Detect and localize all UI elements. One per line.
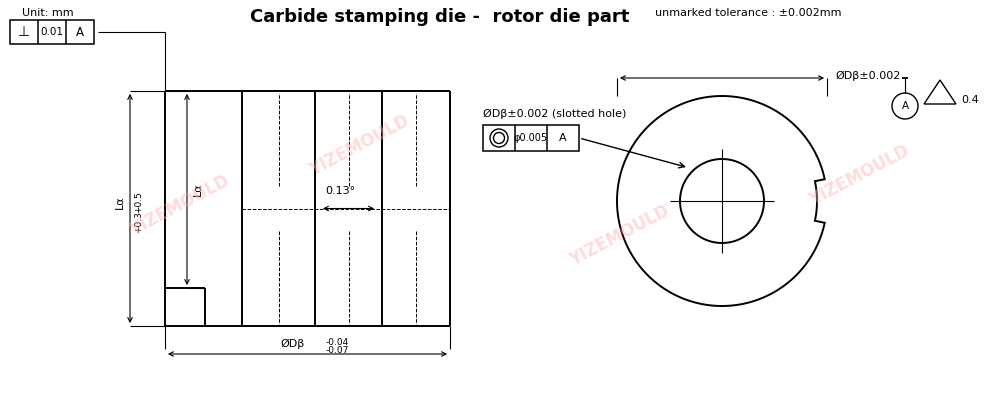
Text: +0.5: +0.5 — [134, 192, 143, 213]
Text: A: A — [76, 25, 84, 38]
Text: Unit: mm: Unit: mm — [22, 8, 74, 18]
Text: Lα: Lα — [193, 183, 203, 196]
Text: ØDβ±0.002 (slotted hole): ØDβ±0.002 (slotted hole) — [483, 109, 626, 119]
Text: YIZEMOULD: YIZEMOULD — [307, 112, 413, 180]
Text: YIZEMOULD: YIZEMOULD — [567, 202, 673, 270]
Text: ØDβ: ØDβ — [280, 339, 305, 349]
Bar — [10, 20, 94, 44]
Text: 0.13°: 0.13° — [325, 187, 356, 196]
Text: A: A — [559, 133, 567, 143]
Text: -0.04: -0.04 — [326, 338, 349, 347]
Bar — [483, 125, 579, 151]
Text: 0.01: 0.01 — [40, 27, 64, 37]
Text: 0.4: 0.4 — [961, 95, 979, 105]
Text: ØDβ±0.002: ØDβ±0.002 — [835, 71, 900, 81]
Text: φ0.005: φ0.005 — [514, 133, 548, 143]
Text: Carbide stamping die -  rotor die part: Carbide stamping die - rotor die part — [250, 8, 630, 26]
Text: A: A — [901, 101, 909, 111]
Text: +0.3: +0.3 — [134, 211, 143, 233]
Text: YIZEMOULD: YIZEMOULD — [807, 142, 913, 210]
Text: ⊥: ⊥ — [18, 25, 30, 39]
Text: unmarked tolerance : ±0.002mm: unmarked tolerance : ±0.002mm — [655, 8, 842, 18]
Text: -0.07: -0.07 — [326, 346, 349, 355]
Text: YIZEMOULD: YIZEMOULD — [127, 172, 233, 240]
Text: Lα: Lα — [115, 196, 125, 209]
